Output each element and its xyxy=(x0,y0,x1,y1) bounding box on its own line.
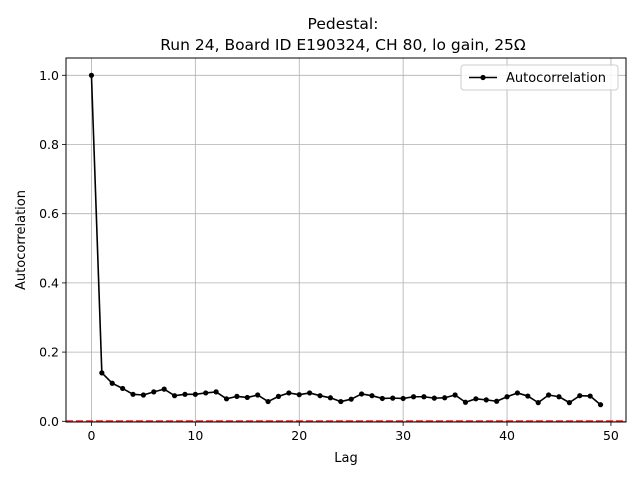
y-tick-label: 0.4 xyxy=(39,275,59,290)
data-point xyxy=(421,394,427,400)
data-point xyxy=(431,395,437,401)
data-point xyxy=(140,392,147,398)
x-tick-label: 50 xyxy=(603,428,619,443)
data-point xyxy=(452,392,458,398)
plot-frame xyxy=(65,57,627,423)
legend-marker-swatch xyxy=(480,74,486,81)
x-axis-label: Lag xyxy=(334,451,357,466)
data-point xyxy=(265,398,271,405)
data-point xyxy=(88,72,95,78)
data-point xyxy=(462,399,469,405)
y-tick-label: 0.8 xyxy=(39,137,59,152)
data-point xyxy=(130,391,136,397)
y-tick-label: 0.2 xyxy=(39,345,59,360)
data-point xyxy=(577,393,583,399)
data-point xyxy=(317,393,323,399)
data-point xyxy=(275,393,282,399)
data-point xyxy=(307,390,313,396)
x-tick-label: 40 xyxy=(499,428,515,443)
x-tick-label: 30 xyxy=(395,428,411,443)
data-point xyxy=(390,395,396,401)
data-point xyxy=(203,390,209,396)
y-tick-label: 1.0 xyxy=(39,68,59,83)
data-point xyxy=(151,389,157,395)
data-point xyxy=(182,391,188,397)
ticks-group: 0 10 20 30 40 50 0.0 0.2 0.4 0.6 0.8 1.0 xyxy=(39,68,619,443)
data-point xyxy=(504,394,510,400)
series-group xyxy=(88,72,604,408)
data-point xyxy=(234,393,240,399)
data-point xyxy=(597,402,604,408)
data-point xyxy=(545,392,552,398)
data-point xyxy=(109,380,115,386)
y-tick-label: 0.6 xyxy=(39,206,59,221)
data-point xyxy=(400,395,406,402)
y-tick-label: 0.0 xyxy=(39,414,59,429)
data-point xyxy=(192,391,198,397)
data-point xyxy=(255,392,261,398)
data-point xyxy=(535,400,541,406)
data-point xyxy=(120,385,126,392)
data-point xyxy=(171,393,178,399)
data-point xyxy=(161,386,167,392)
data-point xyxy=(556,394,562,400)
data-point xyxy=(358,391,365,397)
data-point xyxy=(213,389,219,395)
data-point xyxy=(296,392,302,398)
y-axis-label: Autocorrelation xyxy=(14,190,29,290)
data-point xyxy=(379,395,385,402)
legend: Autocorrelation xyxy=(460,64,619,91)
data-point xyxy=(286,390,292,396)
data-point xyxy=(348,396,354,402)
grid xyxy=(66,58,626,422)
x-tick-label: 20 xyxy=(291,428,307,443)
data-point xyxy=(483,397,489,403)
data-point xyxy=(494,398,500,404)
data-point xyxy=(369,393,375,399)
data-point xyxy=(327,395,334,401)
legend-label: Autocorrelation xyxy=(506,71,606,86)
chart-title-line2: Run 24, Board ID E190324, CH 80, lo gain… xyxy=(160,36,526,54)
x-tick-label: 10 xyxy=(187,428,203,443)
data-point xyxy=(473,396,479,402)
data-point xyxy=(338,398,344,405)
data-point xyxy=(99,370,105,376)
data-point xyxy=(514,390,521,396)
chart-title-line1: Pedestal: xyxy=(308,15,379,33)
data-point xyxy=(525,393,531,399)
data-point xyxy=(442,395,448,401)
data-point xyxy=(410,394,417,400)
data-point xyxy=(587,393,593,399)
x-tick-label: 0 xyxy=(87,428,95,443)
legend-box xyxy=(460,64,619,91)
data-point xyxy=(244,394,250,401)
data-point xyxy=(223,396,230,402)
data-point xyxy=(566,400,572,406)
